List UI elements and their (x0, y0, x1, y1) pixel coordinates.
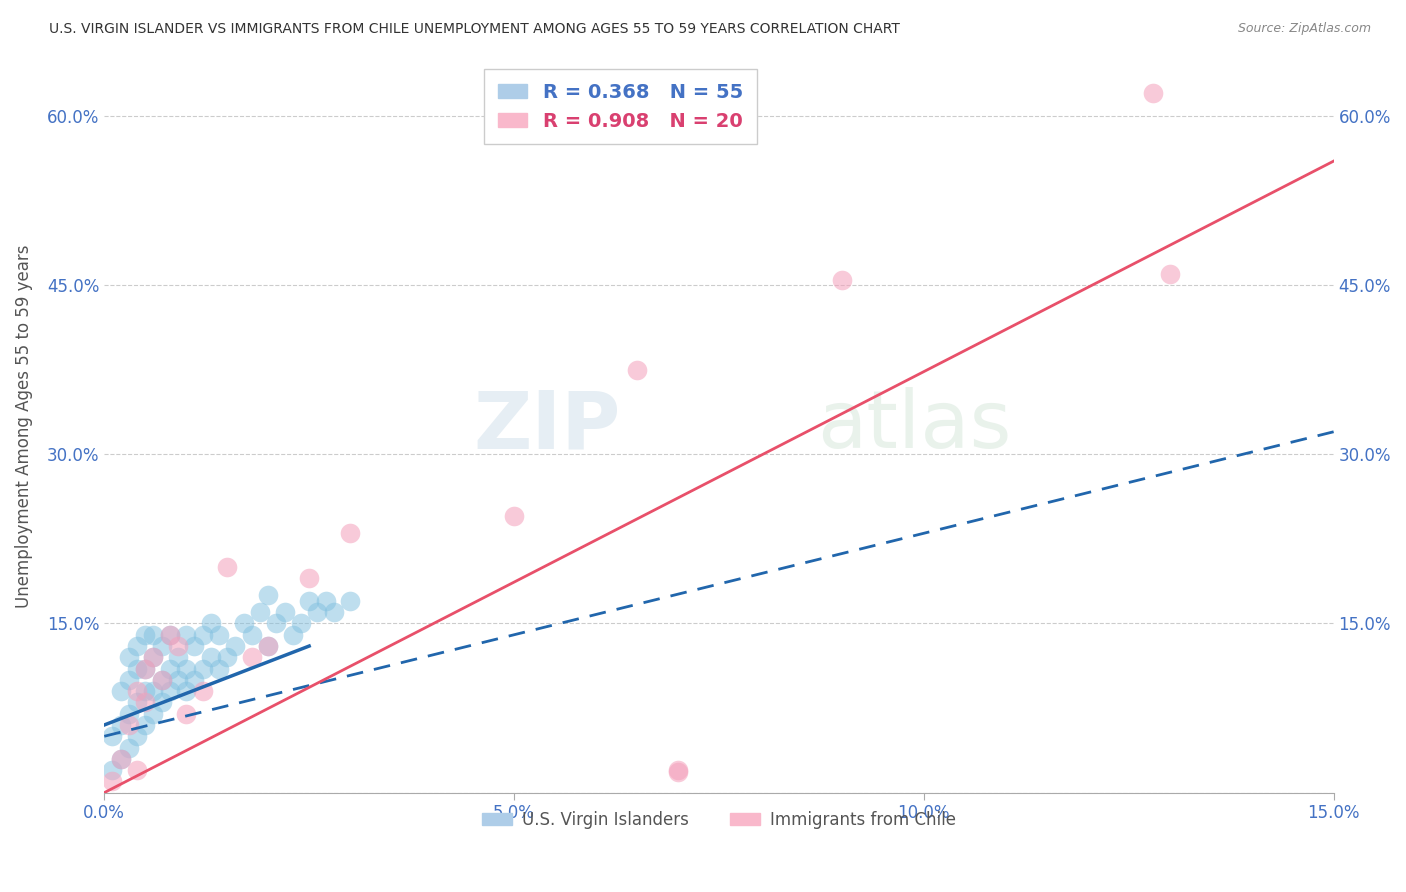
Point (1159, 267, 1181, 281)
Point (159, 628, 181, 642)
Point (666, 763, 689, 777)
Point (150, 639, 173, 653)
Point (307, 605, 329, 619)
Point (134, 628, 156, 642)
Point (118, 650, 141, 665)
Point (200, 616, 222, 631)
Point (232, 616, 254, 631)
Point (101, 763, 124, 777)
Point (290, 616, 312, 631)
Point (134, 662, 156, 676)
Point (142, 706, 165, 721)
Point (110, 718, 132, 732)
Point (174, 684, 197, 698)
Point (191, 662, 214, 676)
Point (240, 628, 263, 642)
Point (125, 729, 148, 743)
Point (322, 605, 344, 619)
Point (298, 571, 321, 585)
Point (217, 560, 239, 574)
Point (503, 509, 526, 524)
Point (339, 594, 361, 608)
Point (118, 706, 141, 721)
Point (150, 673, 173, 687)
Point (134, 718, 156, 732)
Point (183, 639, 205, 653)
Point (125, 662, 148, 676)
Point (626, 363, 648, 377)
Point (142, 650, 165, 665)
Point (142, 684, 165, 698)
Point (134, 695, 156, 709)
Point (142, 628, 165, 642)
Point (101, 729, 124, 743)
Point (134, 684, 156, 698)
Point (208, 662, 231, 676)
Point (101, 774, 124, 789)
Point (159, 684, 181, 698)
Point (167, 639, 190, 653)
Point (125, 763, 148, 777)
Point (208, 628, 231, 642)
Point (249, 605, 271, 619)
Point (118, 740, 141, 755)
Point (273, 605, 295, 619)
Point (118, 718, 141, 732)
Point (125, 639, 148, 653)
Point (257, 639, 280, 653)
Point (666, 765, 689, 780)
Point (125, 695, 148, 709)
Point (174, 706, 197, 721)
Text: ZIP: ZIP (474, 387, 620, 465)
Legend: U.S. Virgin Islanders, Immigrants from Chile: U.S. Virgin Islanders, Immigrants from C… (475, 805, 963, 836)
Point (134, 662, 156, 676)
Point (183, 673, 205, 687)
Point (150, 695, 173, 709)
Text: Source: ZipAtlas.com: Source: ZipAtlas.com (1237, 22, 1371, 36)
Point (257, 639, 280, 653)
Point (257, 588, 280, 602)
Point (266, 616, 288, 631)
Point (150, 673, 173, 687)
Point (191, 628, 214, 642)
Point (200, 650, 222, 665)
Y-axis label: Unemployment Among Ages 55 to 59 years: Unemployment Among Ages 55 to 59 years (15, 244, 32, 607)
Point (1142, 87, 1164, 101)
Point (174, 662, 197, 676)
Point (159, 662, 181, 676)
Point (142, 650, 165, 665)
Point (110, 752, 132, 766)
Point (125, 684, 148, 698)
Point (174, 628, 197, 642)
Point (315, 594, 337, 608)
Point (240, 650, 263, 665)
Point (167, 650, 190, 665)
Point (110, 684, 132, 698)
Point (191, 684, 214, 698)
Point (159, 628, 181, 642)
Point (217, 650, 239, 665)
Point (298, 594, 321, 608)
Text: U.S. VIRGIN ISLANDER VS IMMIGRANTS FROM CHILE UNEMPLOYMENT AMONG AGES 55 TO 59 Y: U.S. VIRGIN ISLANDER VS IMMIGRANTS FROM … (49, 22, 900, 37)
Point (118, 673, 141, 687)
Point (167, 673, 190, 687)
Text: atlas: atlas (817, 387, 1012, 465)
Point (831, 272, 853, 286)
Point (281, 628, 304, 642)
Point (110, 752, 132, 766)
Point (339, 526, 361, 541)
Point (224, 639, 246, 653)
